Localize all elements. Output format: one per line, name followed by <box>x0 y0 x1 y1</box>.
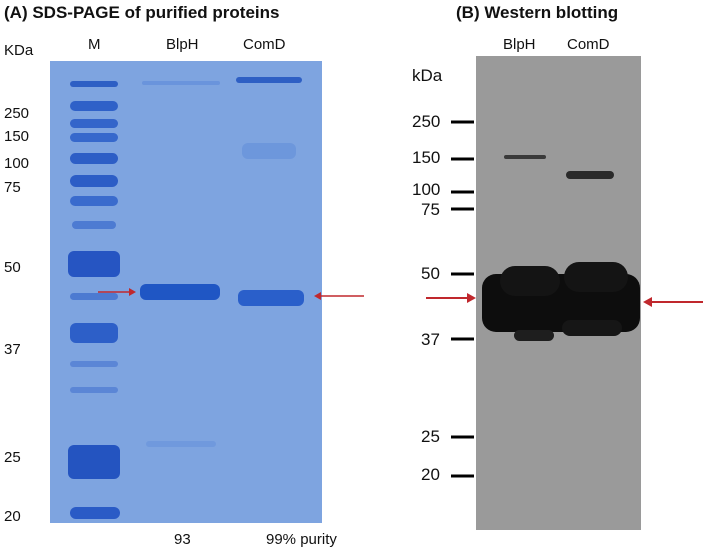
blot-marker-ticks <box>451 120 474 478</box>
blot-marker-20: 20 <box>421 465 440 484</box>
blot-marker-75: 75 <box>421 200 440 219</box>
blot-lane-label-comd: ComD <box>567 36 610 53</box>
arrow-comd-gel <box>314 292 364 300</box>
marker-label-250: 250 <box>4 105 30 122</box>
arrow-blph-gel <box>98 288 136 296</box>
purity-blph: 93 <box>174 531 191 548</box>
sds-page-gel-image <box>50 61 322 523</box>
panel-b-unit-label: kDa <box>412 66 443 85</box>
lane-label-m: M <box>88 36 101 53</box>
blot-marker-25: 25 <box>421 427 440 446</box>
blot-lane-label-blph: BlpH <box>503 36 536 53</box>
panel-b-title: (B) Western blotting <box>456 3 619 22</box>
blot-marker-50: 50 <box>421 264 440 283</box>
blot-marker-250: 250 <box>412 112 441 131</box>
marker-label-100: 100 <box>4 155 30 172</box>
marker-label-37: 37 <box>4 341 21 358</box>
panel-a-title: (A) SDS-PAGE of purified proteins <box>4 3 280 22</box>
marker-label-150: 150 <box>4 128 30 145</box>
marker-label-25: 25 <box>4 449 21 466</box>
blot-marker-100: 100 <box>412 180 441 199</box>
western-blot-image <box>476 56 641 530</box>
marker-label-20: 20 <box>4 508 21 525</box>
arrow-blot-left <box>426 293 476 303</box>
blot-marker-37: 37 <box>421 330 440 349</box>
lane-label-comd: ComD <box>243 36 286 53</box>
marker-label-75: 75 <box>4 179 21 196</box>
blot-marker-150: 150 <box>412 148 441 167</box>
lane-label-blph: BlpH <box>166 36 199 53</box>
panel-a-unit-label: KDa <box>4 42 34 59</box>
marker-label-50: 50 <box>4 259 21 276</box>
purity-comd: 99% purity <box>266 531 337 548</box>
arrow-blot-right <box>643 297 703 307</box>
